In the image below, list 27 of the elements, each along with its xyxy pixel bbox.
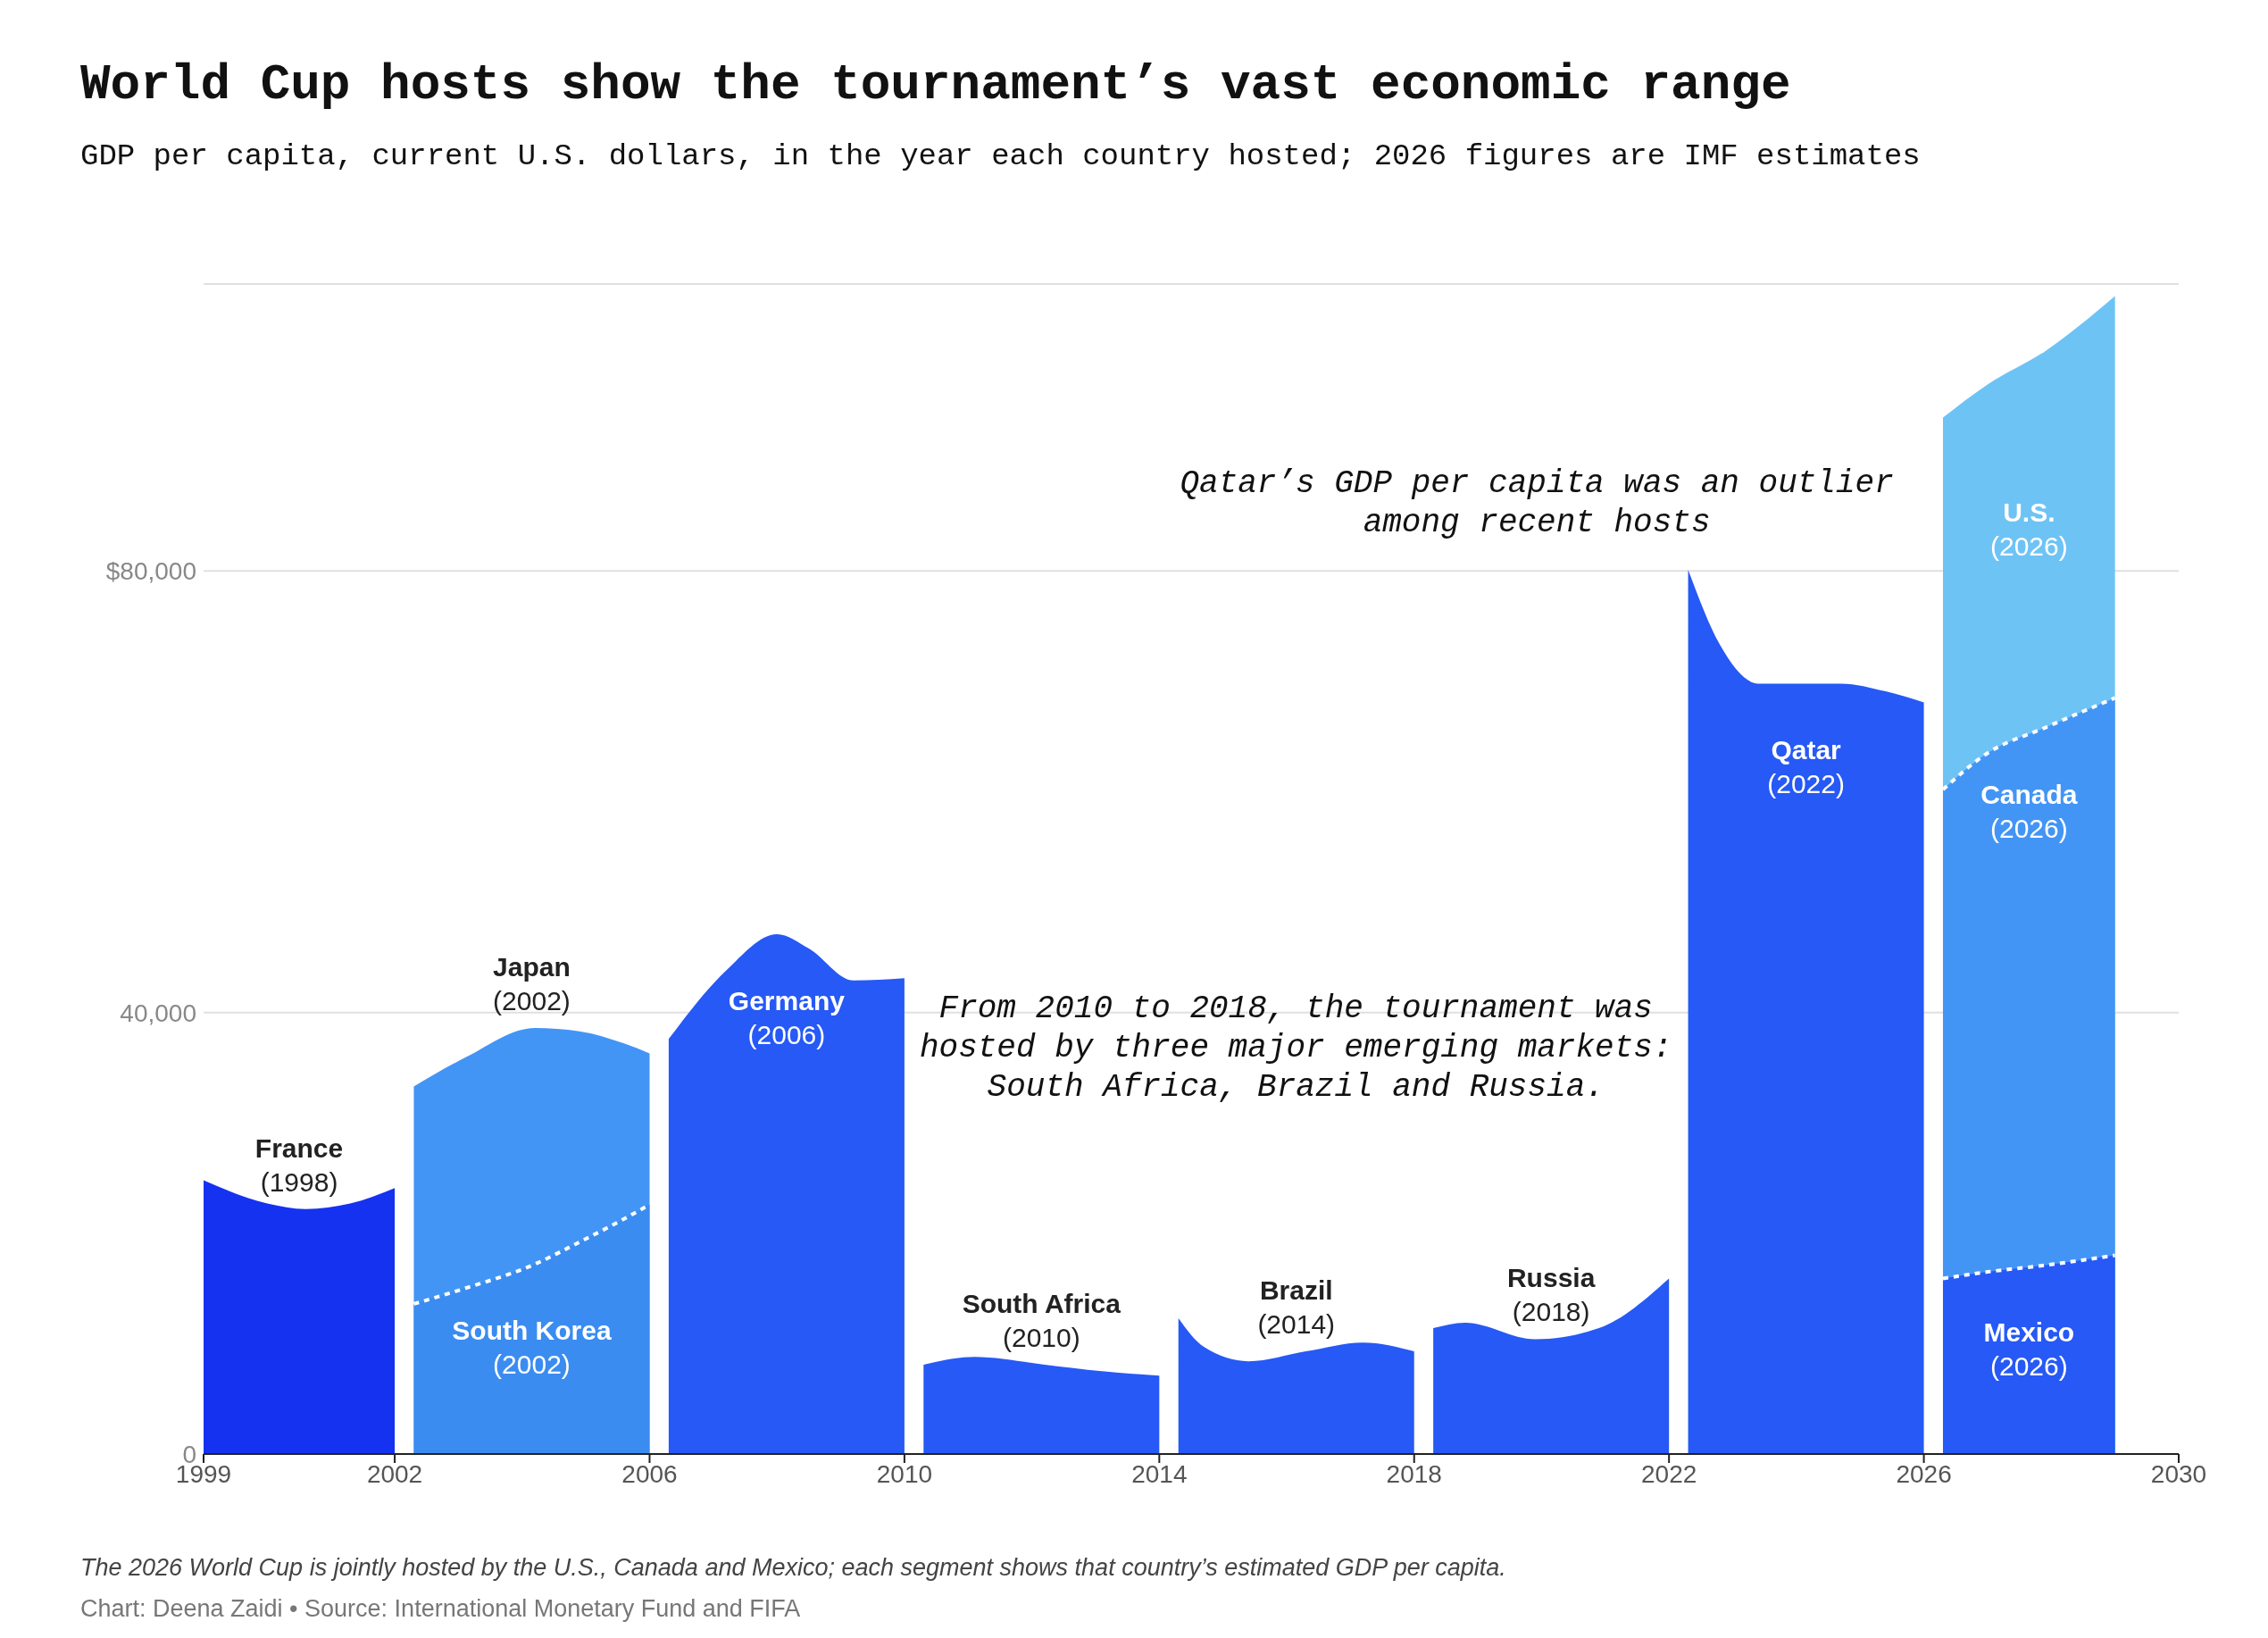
x-tick-label: 2026 (1896, 1459, 1952, 1488)
x-tick-label: 2014 (1131, 1459, 1188, 1488)
series-label: U.S. (2026) (1989, 497, 2068, 562)
series-label: France (1998) (254, 1132, 344, 1197)
series-label: South Korea (2002) (452, 1316, 612, 1380)
y-tick-label: 40,000 (120, 999, 196, 1027)
y-tick-label: $80,000 (105, 557, 196, 586)
text: The 2026 World Cup is jointly hosted by the U.S., Canada and Mexico; each segment shows that country’s estimated GDP per capita. (80, 1554, 1506, 1582)
chart-subtitle: GDP per capita, current U.S. dollars, in the year each country hosted; 2026 figures are IMF estimates (80, 139, 1921, 173)
x-tick-label: 2002 (366, 1459, 423, 1488)
series-label: South Africa (2010) (962, 1288, 1121, 1352)
x-tick-label: 2006 (621, 1459, 678, 1488)
annotation: From 2010 to 2018, the tournament was hosted by three major emerging markets: South Africa, Brazil and Russia. (919, 990, 1672, 1106)
series-label: Mexico (2026) (1983, 1316, 2075, 1381)
series-label: Germany (2006) (728, 985, 846, 1049)
series-label: Canada (2026) (1980, 779, 2078, 843)
series-label: Brazil (2014) (1257, 1275, 1336, 1340)
annotation: Qatar’s GDP per capita was an outlier among recent hosts (1180, 465, 1894, 542)
x-tick-label: 2022 (1641, 1459, 1697, 1488)
series-label: Russia (2018) (1506, 1263, 1596, 1327)
chart-title: World Cup hosts show the tournament’s vast economic range (80, 56, 1791, 113)
x-tick-label: 2018 (1386, 1459, 1442, 1488)
x-tick-label: 2030 (2150, 1459, 2207, 1488)
series-label: Japan (2002) (493, 951, 571, 1015)
x-tick-label: 2010 (876, 1459, 933, 1488)
series-label: Qatar (2022) (1767, 735, 1845, 799)
text: Chart: Deena Zaidi • Source: International Monetary Fund and FIFA (80, 1595, 801, 1623)
